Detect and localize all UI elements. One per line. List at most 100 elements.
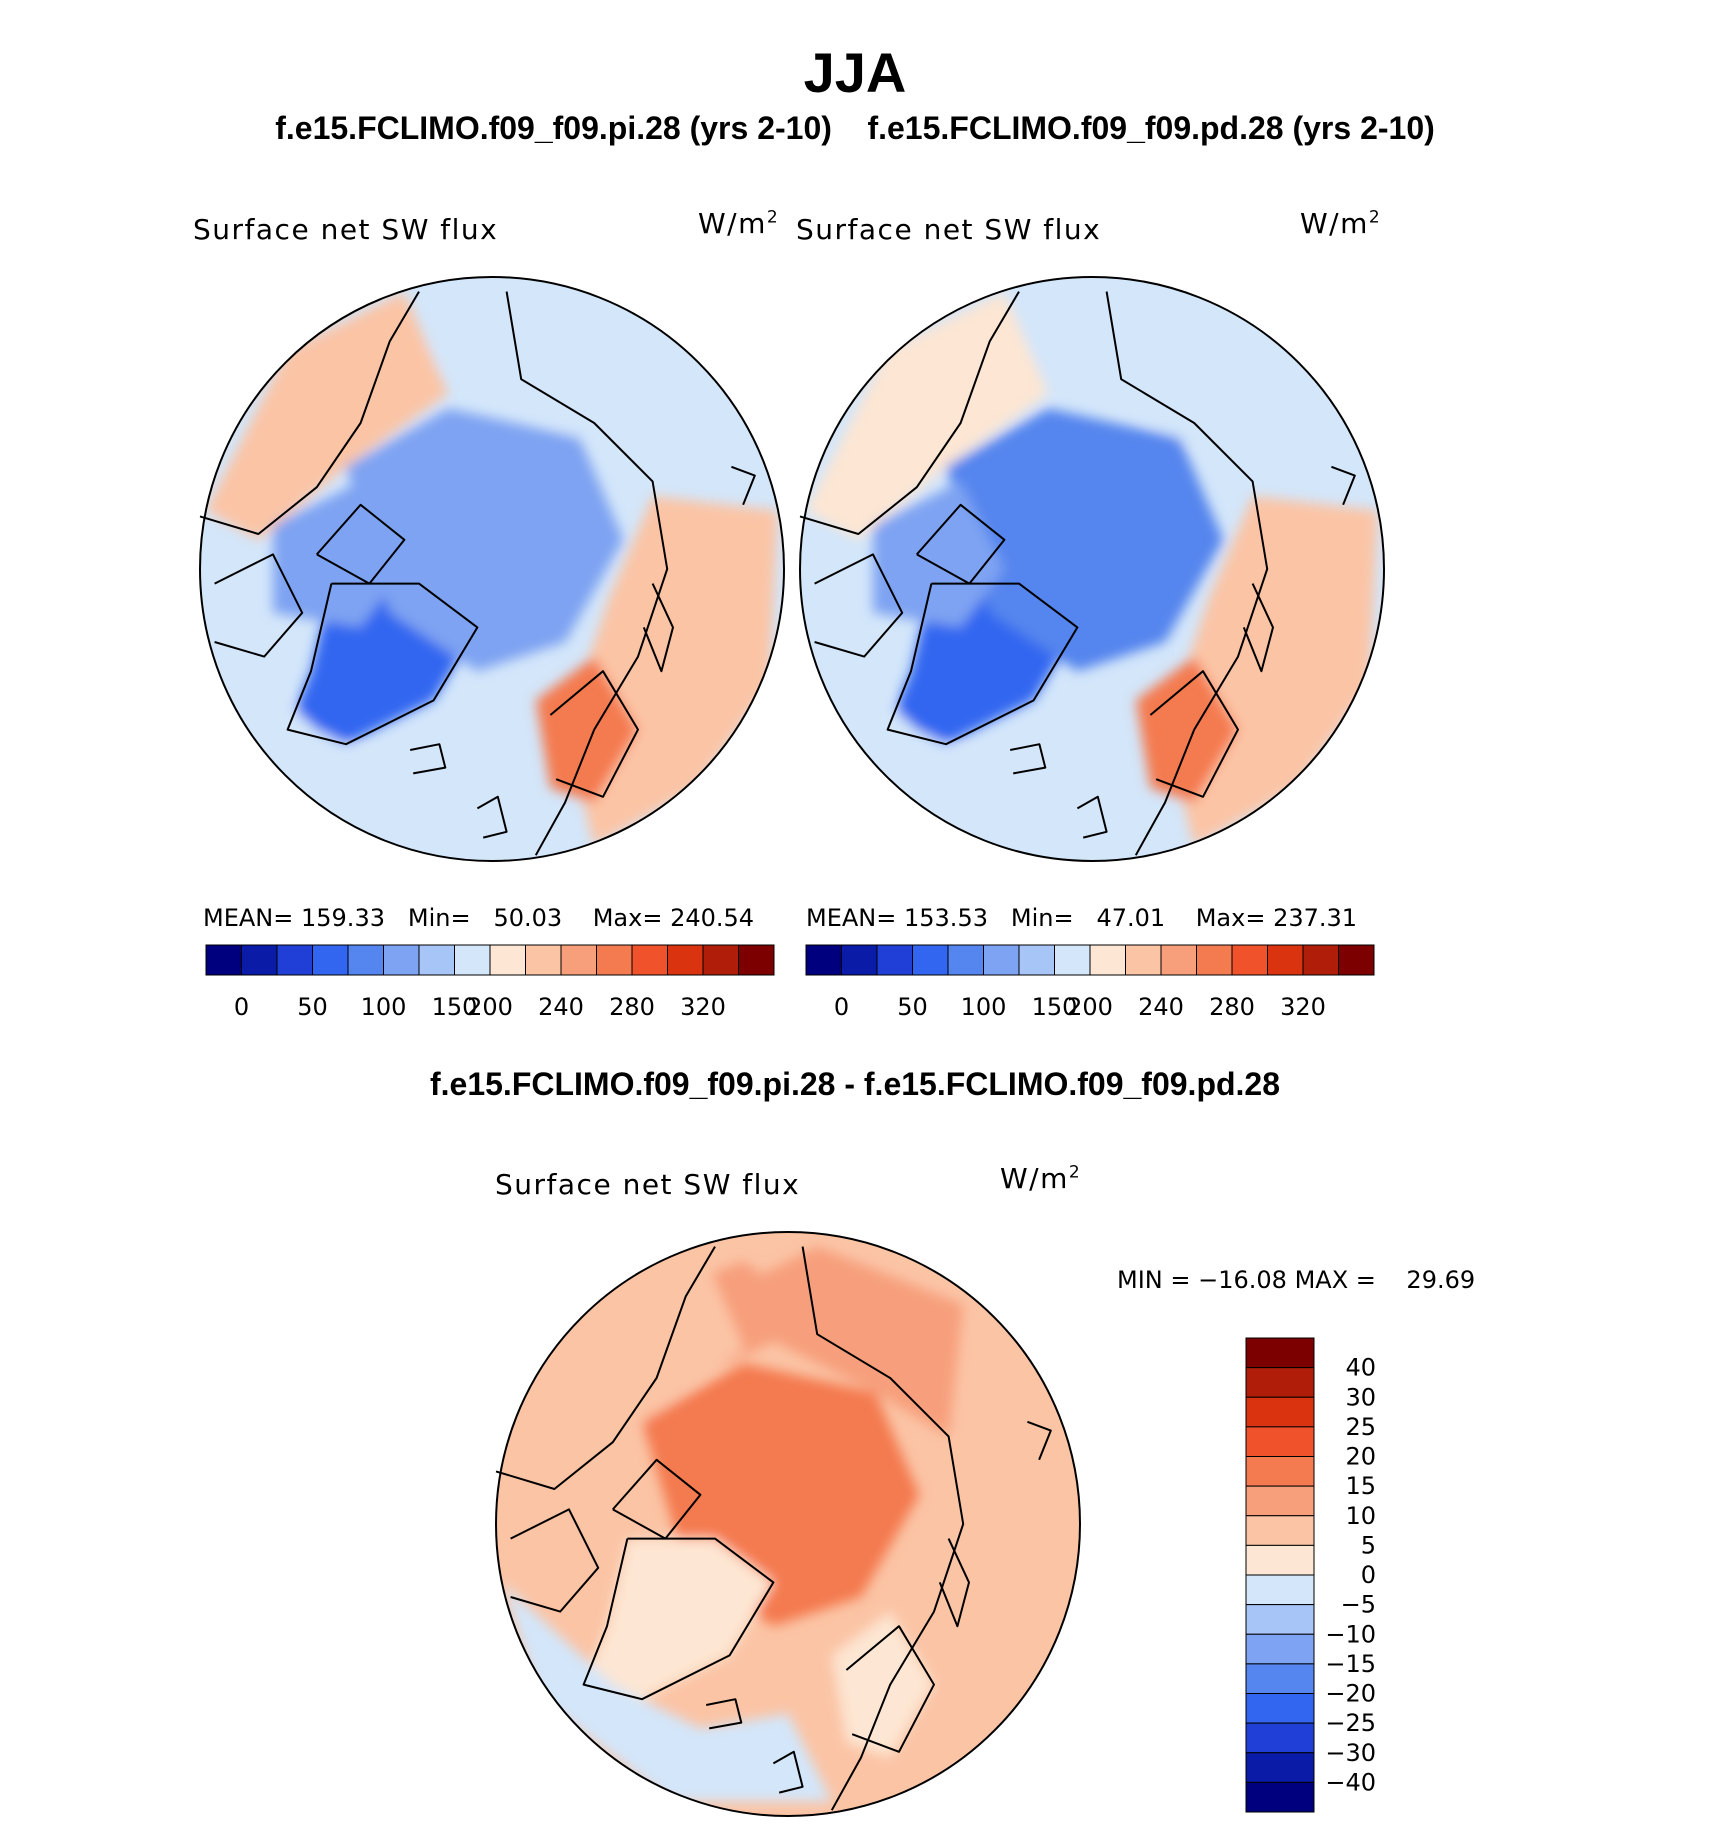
colorbar-box: [489, 944, 526, 976]
colorbar-box: [347, 944, 384, 976]
panel2-polar-map: [800, 277, 1384, 861]
colorbar-tick-label: −40: [1325, 1768, 1376, 1796]
colorbar-box: [876, 944, 913, 976]
colorbar-tick-label: 320: [1280, 993, 1326, 1021]
colorbar-box: [841, 944, 878, 976]
panel1-polar-map: [200, 277, 784, 861]
eurasia-coastline: [505, 291, 669, 856]
colorbar-tick-label: −30: [1325, 1739, 1376, 1767]
canadian-archipelago-coastline: [916, 503, 1006, 585]
colorbar-box: [738, 944, 775, 976]
greenland-coastline: [886, 582, 1079, 746]
novaya-zemlya-coastline: [938, 1538, 970, 1628]
colorbar-tick-label: −20: [1325, 1680, 1376, 1708]
region-canadian-archipelago: [273, 481, 405, 628]
colorbar-box: [1245, 1781, 1315, 1813]
panel2-coastlines: [799, 291, 1356, 856]
north-america-coastline: [799, 291, 1020, 535]
region-north-pacific: [205, 291, 449, 540]
region-greenland: [583, 1538, 774, 1700]
colorbar-box: [912, 944, 949, 976]
smoothed-field: [501, 1246, 964, 1802]
colorbar-box: [1231, 944, 1268, 976]
panel2-min-label: Min=: [1010, 904, 1074, 932]
iceland-coastline: [410, 743, 447, 775]
panel2-variable-title: Surface net SW flux: [796, 213, 1102, 246]
colorbar-tick-label: 10: [1345, 1502, 1376, 1530]
panel1-coastlines: [199, 291, 756, 856]
colorbar-tick-label: 40: [1345, 1354, 1376, 1382]
colorbar-box: [241, 944, 278, 976]
eurasia-coastline: [1105, 291, 1269, 856]
region-scandinavia: [1135, 656, 1238, 803]
colorbar-box: [276, 944, 313, 976]
panel3-units: W/m2: [1000, 1162, 1082, 1195]
colorbar-box: [1245, 1396, 1315, 1428]
panel3-min-value: −16.08: [1198, 1266, 1287, 1294]
colorbar-tick-label: 280: [609, 993, 655, 1021]
colorbar-box: [205, 944, 242, 976]
eurasia-coastline: [801, 1246, 965, 1811]
novaya-zemlya-coastline: [1242, 583, 1274, 673]
kamchatka-coastline: [1027, 1420, 1052, 1461]
british-isles-coastline: [476, 795, 508, 839]
colorbar-tick-label: 200: [1067, 993, 1113, 1021]
panel1-stats: MEAN= 159.33 Min= 50.03 Max= 240.54: [203, 904, 754, 932]
difference-title: f.e15.FCLIMO.f09_f09.pi.28 - f.e15.FCLIM…: [429, 1066, 1281, 1102]
iceland-coastline: [706, 1698, 743, 1730]
colorbar-box: [1302, 944, 1339, 976]
colorbar-tick-label: 50: [297, 993, 328, 1021]
colorbar-box: [1245, 1693, 1315, 1724]
colorbar-box: [596, 944, 633, 976]
canadian-archipelago-coastline: [316, 503, 406, 585]
british-isles-coastline: [772, 1750, 804, 1794]
panel2-max-label: Max=: [1195, 904, 1266, 932]
panel2-mean-value: 153.53: [904, 904, 988, 932]
canadian-archipelago-coastline: [612, 1458, 702, 1540]
colorbar-tick-label: 100: [361, 993, 407, 1021]
colorbar-box: [983, 944, 1020, 976]
colorbar-box: [560, 944, 597, 976]
panel1-max-label: Max=: [592, 904, 663, 932]
region-scandinavia: [831, 1611, 934, 1758]
panel3-stats: MIN = −16.08 MAX = 29.69: [1117, 1266, 1475, 1294]
panel2-map-border: [799, 276, 1385, 862]
colorbar-tick-label: −10: [1325, 1620, 1376, 1648]
colorbar-box: [1245, 1663, 1315, 1694]
colorbar-box: [1245, 1604, 1315, 1635]
region-central-arctic-ocean: [346, 408, 624, 672]
panel1-min-label: Min=: [407, 904, 471, 932]
panel3-coastlines: [495, 1246, 1052, 1811]
colorbar-box: [1267, 944, 1304, 976]
region-north-atlantic: [501, 1582, 832, 1802]
panel3-min-label: MIN =: [1117, 1266, 1191, 1294]
panel1-max-value: 240.54: [670, 904, 755, 932]
colorbar-box: [1245, 1456, 1315, 1487]
case-subtitle: f.e15.FCLIMO.f09_f09.pi.28 (yrs 2-10) f.…: [275, 110, 1435, 146]
region-scandinavia: [535, 656, 638, 803]
colorbar-box: [1245, 1485, 1315, 1517]
colorbar-tick-label: 240: [1138, 993, 1184, 1021]
region-canadian-archipelago: [873, 481, 1005, 628]
colorbar-tick-label: 15: [1345, 1472, 1376, 1500]
panel3-variable-title: Surface net SW flux: [495, 1168, 801, 1201]
panel1-variable-title: Surface net SW flux: [193, 213, 499, 246]
hudson-bay-coastline: [814, 553, 904, 658]
colorbar-box: [1245, 1337, 1315, 1369]
season-title: JJA: [803, 41, 907, 104]
colorbar-box: [947, 944, 984, 976]
colorbar-tick-label: −15: [1325, 1650, 1376, 1678]
colorbar-tick-label: 200: [467, 993, 513, 1021]
colorbar-box: [1245, 1426, 1315, 1457]
scandinavia-coastline: [1149, 670, 1239, 798]
region-north-atlantic: [805, 627, 1136, 847]
colorbar-tick-label: 150: [1032, 993, 1078, 1021]
north-america-coastline: [495, 1246, 716, 1490]
colorbar-box: [1245, 1515, 1315, 1546]
colorbar-tick-label: 240: [538, 993, 584, 1021]
panel2-min-value: 47.01: [1096, 904, 1166, 932]
